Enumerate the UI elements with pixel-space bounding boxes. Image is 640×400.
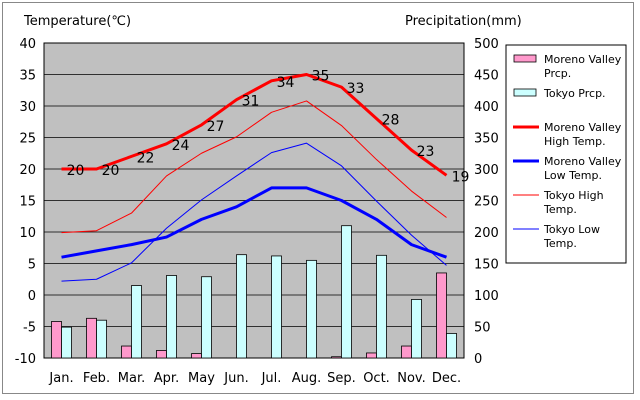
temp-tick-label: 0 [28, 289, 36, 304]
legend-label: Tokyo Prcp. [543, 87, 606, 100]
temp-data-label: 19 [452, 169, 470, 185]
temp-tick-label: 25 [19, 132, 36, 147]
temp-tick-label: 35 [19, 69, 36, 84]
temp-tick-label: 40 [19, 37, 36, 52]
precip-tick-label: 150 [474, 258, 499, 273]
temp-series-line [61, 73, 448, 177]
legend-label: Tokyo Low [543, 223, 600, 236]
precip-bar [191, 353, 202, 359]
month-label: Apr. [154, 371, 179, 386]
precip-bar [156, 350, 167, 359]
precip-bar [341, 225, 352, 359]
precip-tick-label: 50 [474, 321, 491, 336]
temp-data-label: 22 [137, 150, 155, 166]
temp-tick-label: 15 [19, 195, 36, 210]
precip-tick-label: 100 [474, 289, 499, 304]
month-label: Aug. [292, 371, 322, 386]
right-axis-title: Precipitation(mm) [405, 14, 522, 29]
precip-bar [401, 345, 412, 359]
month-label: Dec. [432, 371, 461, 386]
precip-bar [96, 319, 107, 359]
temp-tick-label: 20 [19, 163, 36, 178]
precip-tick-label: 250 [474, 195, 499, 210]
month-label: Jun. [223, 371, 248, 386]
month-label: Feb. [83, 371, 110, 386]
temp-data-label: 33 [347, 81, 365, 97]
month-label: May [188, 371, 215, 386]
left-axis-title: Temperature(℃) [23, 14, 131, 29]
legend-swatch [513, 88, 537, 97]
temp-tick-label: 10 [19, 226, 36, 241]
precip-tick-label: 500 [474, 37, 499, 52]
precip-bar [306, 259, 317, 359]
temp-data-label: 23 [417, 144, 435, 160]
precip-tick-label: 200 [474, 226, 499, 241]
precip-bar [271, 255, 282, 359]
precip-bar [376, 254, 387, 359]
precip-bar [236, 254, 247, 359]
month-label: Jan. [48, 371, 73, 386]
month-label: Jul. [261, 371, 282, 386]
legend-label: Tokyo High [543, 189, 604, 202]
legend-label: Low Temp. [544, 169, 602, 182]
legend-swatch [513, 54, 537, 63]
precip-bar [166, 275, 177, 359]
temp-series-line [61, 100, 447, 234]
temp-data-label: 20 [102, 163, 120, 179]
precip-tick-label: 350 [474, 132, 499, 147]
temp-tick-label: -10 [15, 352, 36, 367]
month-label: Sep. [327, 371, 356, 386]
precip-bar [366, 352, 377, 359]
precip-bar [436, 272, 447, 359]
legend-label: Temp. [543, 237, 577, 250]
precip-bar [411, 299, 422, 359]
month-label: Oct. [363, 371, 390, 386]
precip-bar [61, 326, 72, 359]
temp-data-label: 20 [67, 163, 85, 179]
temp-data-label: 28 [382, 113, 400, 129]
temp-tick-label: 5 [28, 258, 36, 273]
chart-frame [2, 2, 634, 394]
legend-label: High Temp. [544, 135, 606, 148]
temp-data-label: 27 [207, 119, 225, 135]
temp-series-line [61, 186, 448, 259]
legend-label: Moreno Valley [544, 121, 622, 134]
month-label: Mar. [118, 371, 145, 386]
temp-data-label: 31 [242, 94, 260, 110]
temp-data-label: 24 [172, 138, 190, 154]
legend-label: Moreno Valley [544, 53, 622, 66]
precip-bar [86, 317, 97, 359]
plot-area: 4035302520151050-5-105004504003503002502… [15, 37, 499, 386]
legend-label: Temp. [543, 203, 577, 216]
legend-label: Moreno Valley [544, 155, 622, 168]
precip-tick-label: 400 [474, 100, 499, 115]
temp-tick-label: -5 [23, 321, 36, 336]
temp-data-label: 34 [277, 75, 295, 91]
temp-data-label: 35 [312, 69, 330, 85]
precip-tick-label: 0 [474, 352, 482, 367]
legend-label: Prcp. [544, 67, 571, 80]
precip-bar [121, 345, 132, 359]
precip-tick-label: 450 [474, 69, 499, 84]
temp-tick-label: 30 [19, 100, 36, 115]
legend-box [505, 44, 627, 264]
precip-bar [51, 321, 62, 359]
temp-series-line [61, 142, 447, 282]
precip-bar [131, 285, 142, 359]
precip-bar [446, 333, 457, 359]
precip-tick-label: 300 [474, 163, 499, 178]
precip-bar [331, 356, 342, 359]
precip-bar [201, 276, 212, 359]
month-label: Nov. [397, 371, 426, 386]
